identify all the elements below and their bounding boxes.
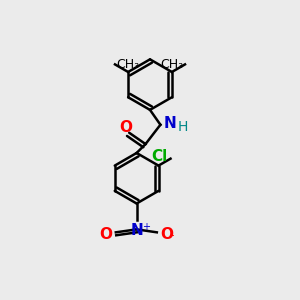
Text: N: N [164, 116, 177, 131]
Text: CH₃: CH₃ [160, 58, 184, 71]
Text: -: - [169, 230, 174, 242]
Text: H: H [177, 120, 188, 134]
Text: CH₃: CH₃ [116, 58, 140, 71]
Text: O: O [120, 120, 133, 135]
Text: Cl: Cl [151, 149, 168, 164]
Text: N: N [130, 224, 143, 238]
Text: +: + [142, 222, 150, 232]
Text: O: O [99, 227, 112, 242]
Text: O: O [160, 227, 173, 242]
